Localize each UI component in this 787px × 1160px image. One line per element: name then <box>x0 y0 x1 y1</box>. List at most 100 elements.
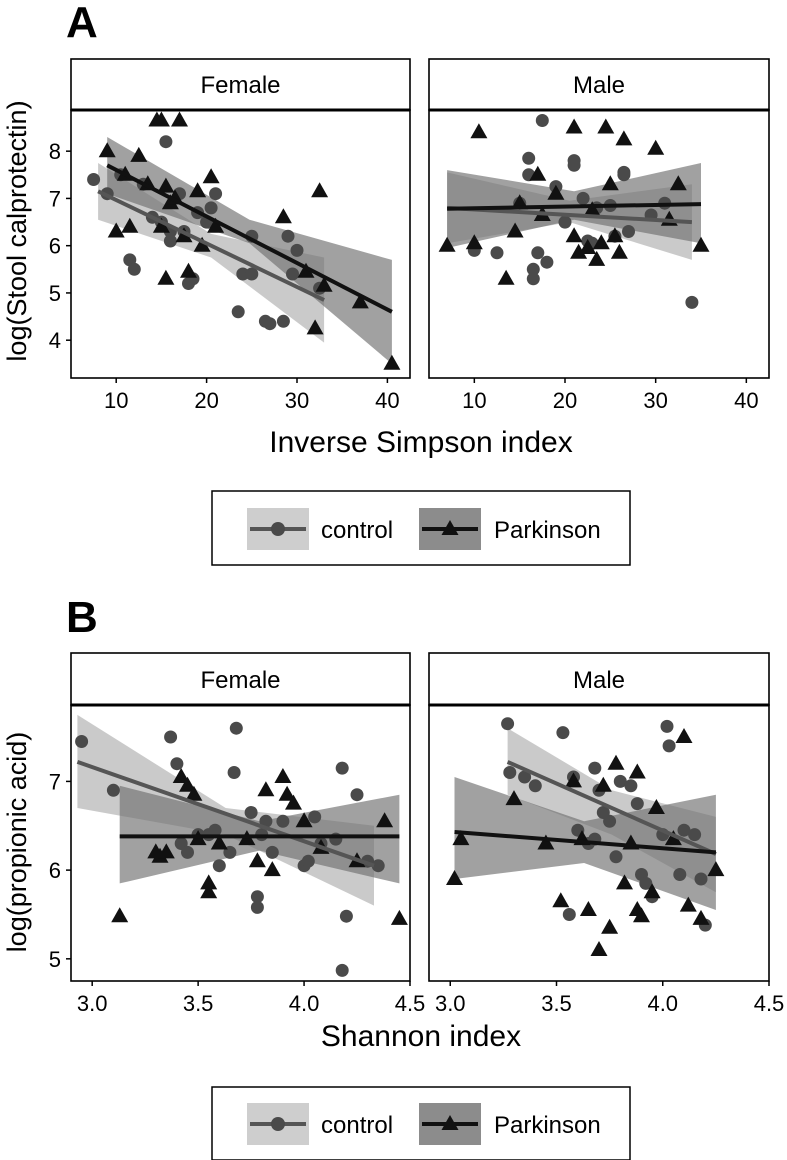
x-tick-label: 4.5 <box>395 991 426 1016</box>
control-point <box>673 868 687 881</box>
legend-label-control: control <box>321 517 393 544</box>
control-point <box>301 854 315 868</box>
control-fit-line <box>446 205 693 225</box>
parkinson-point <box>692 909 710 925</box>
parkinson-point <box>675 728 693 743</box>
control-point <box>204 201 218 215</box>
control-point <box>265 845 279 859</box>
y-tick-label: 6 <box>49 858 61 883</box>
x-tick-label: 40 <box>734 388 758 413</box>
control-point <box>263 317 277 331</box>
x-tick-label: 10 <box>462 388 486 413</box>
y-tick-label: 8 <box>49 139 61 164</box>
control-point <box>164 730 178 744</box>
control-point <box>677 823 691 837</box>
facet-strip-label: Male <box>573 72 625 99</box>
control-point <box>170 757 184 771</box>
y-tick-label: 4 <box>49 328 61 353</box>
legend-key-control-point <box>271 1117 285 1131</box>
parkinson-point <box>152 217 170 233</box>
facet-strip-label: Male <box>573 667 625 694</box>
control-point <box>662 739 676 753</box>
control-point <box>603 814 617 828</box>
parkinson-point <box>248 852 266 868</box>
control-point <box>531 246 545 260</box>
x-tick-label: 40 <box>375 388 399 413</box>
x-tick-label: 20 <box>194 388 218 413</box>
control-point <box>350 788 364 802</box>
control-point <box>250 900 264 914</box>
parkinson-point <box>594 776 612 792</box>
parkinson-point <box>172 768 190 783</box>
control-point <box>286 267 299 281</box>
control-point <box>208 823 222 837</box>
control-point <box>562 908 576 921</box>
parkinson-point <box>383 354 401 370</box>
control-point <box>526 272 540 286</box>
x-tick-label: 10 <box>104 388 128 413</box>
control-point <box>339 909 353 923</box>
control-point <box>281 229 295 243</box>
control-point <box>639 876 653 890</box>
parkinson-point <box>351 293 369 309</box>
control-point <box>522 151 536 165</box>
x-tick-label: 3.5 <box>183 991 214 1016</box>
parkinson-point <box>664 830 682 846</box>
facet-strip <box>70 652 411 706</box>
parkinson-point <box>601 918 619 934</box>
control-point <box>528 779 542 793</box>
parkinson-point <box>497 269 515 285</box>
parkinson-point <box>376 812 394 828</box>
control-point <box>127 262 141 276</box>
panel-a-facet-male: Male 10 20 30 40 <box>428 58 770 413</box>
parkinson-point <box>592 234 610 250</box>
parkinson-point <box>152 111 170 127</box>
parkinson-point <box>470 123 488 139</box>
legend-key-parkinson-point <box>441 1115 459 1130</box>
control-point <box>227 766 241 779</box>
parkinson-point <box>438 236 456 252</box>
parkinson-point <box>315 276 333 292</box>
panel-b-label: B <box>66 593 98 642</box>
control-point <box>244 806 258 819</box>
legend-label-parkinson: Parkinson <box>494 1112 601 1139</box>
legend-label-control: control <box>321 1112 393 1139</box>
parkinson-point <box>130 146 148 162</box>
panel-b-facet-female: Female 3.0 3.5 4.0 4.5 5 6 7 <box>49 652 426 1016</box>
parkinson-point <box>647 799 665 814</box>
parkinson-point <box>98 142 116 158</box>
parkinson-point <box>295 812 313 828</box>
control-point <box>290 243 304 257</box>
control-point <box>212 859 226 873</box>
control-point <box>75 735 89 748</box>
parkinson-point <box>390 909 408 925</box>
control-point <box>229 721 243 735</box>
parkinson-point <box>537 834 555 850</box>
legend-key-control-point <box>271 522 285 536</box>
parkinson-point <box>590 941 608 956</box>
parkinson-point <box>607 754 625 770</box>
parkinson-point <box>679 896 697 912</box>
x-tick-label: 4.0 <box>289 991 320 1016</box>
control-point <box>617 165 631 179</box>
control-point <box>526 262 540 276</box>
panel-b-facet-male: Male 3.0 3.5 4.0 4.5 <box>428 652 784 1016</box>
parkinson-point <box>565 227 583 243</box>
parkinson-point <box>465 234 483 250</box>
parkinson-point <box>257 781 275 797</box>
parkinson-point <box>306 319 324 335</box>
panel-a-xlabel: Inverse Simpson index <box>269 426 573 459</box>
parkinson-point <box>274 208 292 224</box>
parkinson-point <box>193 236 211 252</box>
control-fit-line <box>97 189 325 302</box>
parkinson-point <box>588 250 606 266</box>
control-point <box>276 314 290 328</box>
facet-strip <box>70 58 411 111</box>
parkinson-point <box>565 772 582 788</box>
x-tick-label: 3.0 <box>435 991 466 1016</box>
parkinson-point <box>610 243 628 259</box>
control-fit-line <box>506 760 717 856</box>
panel-a-ylabel: log(Stool calprotectin) <box>2 100 32 361</box>
panel-b-legend: control Parkinson <box>211 1086 631 1160</box>
